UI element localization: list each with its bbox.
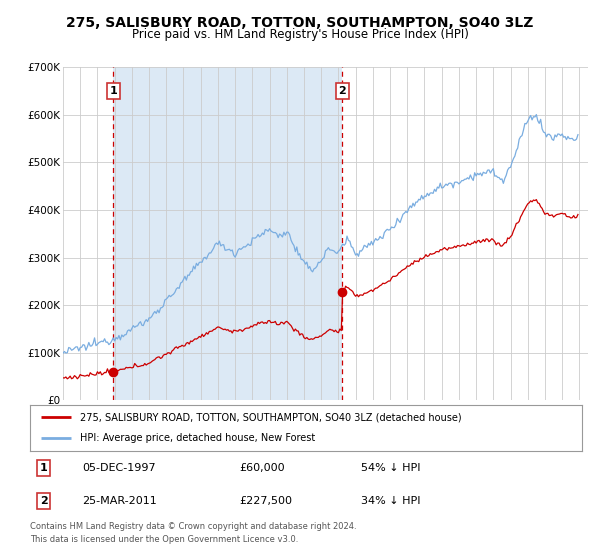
Text: 2: 2 — [338, 86, 346, 96]
Text: This data is licensed under the Open Government Licence v3.0.: This data is licensed under the Open Gov… — [30, 535, 298, 544]
Text: 1: 1 — [109, 86, 117, 96]
Text: 25-MAR-2011: 25-MAR-2011 — [82, 496, 157, 506]
Text: Price paid vs. HM Land Registry's House Price Index (HPI): Price paid vs. HM Land Registry's House … — [131, 28, 469, 41]
Text: 05-DEC-1997: 05-DEC-1997 — [82, 463, 156, 473]
Text: Contains HM Land Registry data © Crown copyright and database right 2024.: Contains HM Land Registry data © Crown c… — [30, 522, 356, 531]
Text: 275, SALISBURY ROAD, TOTTON, SOUTHAMPTON, SO40 3LZ (detached house): 275, SALISBURY ROAD, TOTTON, SOUTHAMPTON… — [80, 412, 461, 422]
Text: 54% ↓ HPI: 54% ↓ HPI — [361, 463, 421, 473]
Text: 275, SALISBURY ROAD, TOTTON, SOUTHAMPTON, SO40 3LZ: 275, SALISBURY ROAD, TOTTON, SOUTHAMPTON… — [67, 16, 533, 30]
Text: £60,000: £60,000 — [240, 463, 286, 473]
Text: 1: 1 — [40, 463, 47, 473]
Text: 2: 2 — [40, 496, 47, 506]
Text: 34% ↓ HPI: 34% ↓ HPI — [361, 496, 421, 506]
Text: HPI: Average price, detached house, New Forest: HPI: Average price, detached house, New … — [80, 433, 315, 444]
Text: £227,500: £227,500 — [240, 496, 293, 506]
Bar — [113, 67, 343, 400]
